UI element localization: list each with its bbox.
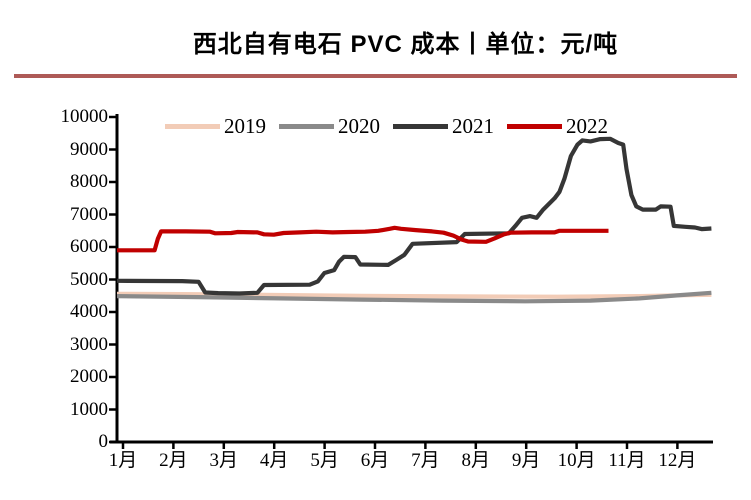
page-title: 西北自有电石 PVC 成本丨单位：元/吨	[192, 31, 619, 58]
legend-swatch-2020-icon	[279, 124, 334, 129]
x-axis-month-label: 10月	[557, 450, 596, 471]
legend-swatch-2021-icon	[393, 124, 448, 129]
legend-item-2022: 2022	[507, 116, 608, 137]
x-axis-month-label: 8月	[461, 450, 491, 471]
y-axis-tick-label: 4000	[70, 301, 108, 322]
x-axis-month-label: 7月	[411, 450, 440, 471]
x-axis-month-label: 5月	[310, 450, 339, 471]
legend-label-2021: 2021	[452, 114, 494, 138]
y-axis-tick-label: 5000	[70, 268, 108, 290]
legend-label-2022: 2022	[566, 114, 608, 138]
x-axis-month-label: 12月	[658, 450, 697, 471]
legend-label-2019: 2019	[224, 114, 266, 138]
x-axis-month-label: 1月	[108, 450, 138, 471]
legend-label-2020: 2020	[338, 114, 380, 138]
x-axis-month-label: 6月	[360, 450, 390, 471]
legend-item-2020: 2020	[279, 116, 380, 137]
x-axis-month-label: 3月	[209, 450, 239, 471]
y-axis-tick-label: 1000	[70, 398, 108, 420]
y-axis-tick-label: 6000	[70, 236, 108, 257]
y-axis-tick-label: 10000	[60, 106, 109, 127]
x-axis-month-label: 4月	[259, 450, 289, 471]
x-axis-month-label: 11月	[608, 450, 646, 471]
x-axis-month-label: 9月	[511, 450, 541, 471]
y-axis-tick-label: 8000	[70, 171, 108, 192]
legend-swatch-2019-icon	[165, 124, 220, 129]
title-divider-rule	[14, 74, 737, 78]
legend-swatch-2022-icon	[507, 124, 562, 129]
y-axis-tick-label: 2000	[70, 366, 108, 387]
legend-item-2019: 2019	[165, 116, 266, 137]
y-axis-tick-label: 9000	[70, 138, 108, 160]
legend-item-2021: 2021	[393, 116, 494, 137]
chart-legend: 2019 2020 2021 2022	[165, 116, 608, 137]
y-axis-tick-label: 7000	[70, 203, 108, 225]
series-line-2020	[116, 290, 712, 304]
y-axis-tick-label: 3000	[70, 333, 108, 355]
series-line-2022	[117, 225, 609, 253]
y-axis-tick-label: 0	[98, 431, 109, 452]
series-line-2021	[116, 136, 712, 296]
x-axis-month-label: 2月	[159, 450, 188, 471]
